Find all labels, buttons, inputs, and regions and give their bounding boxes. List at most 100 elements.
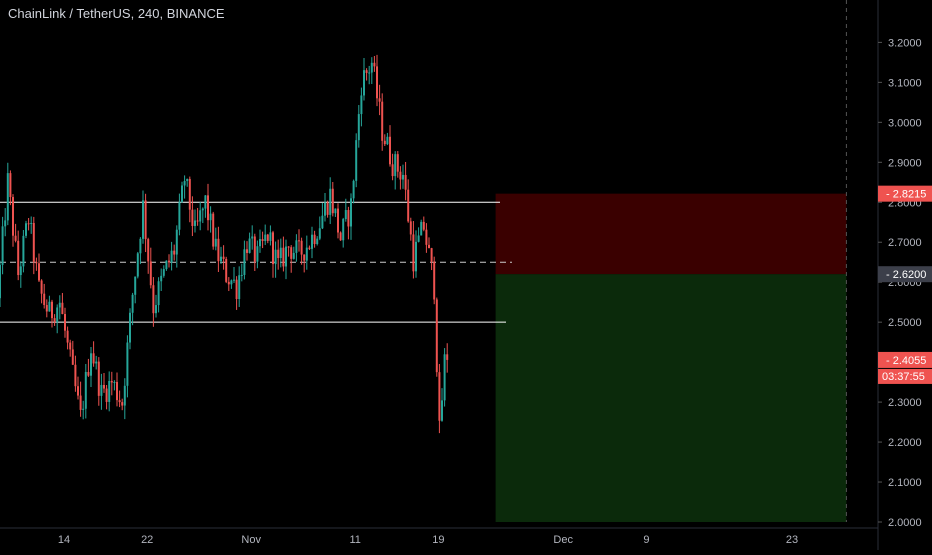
stop-loss-zone[interactable] (495, 193, 847, 275)
candle-body (71, 349, 74, 365)
y-tick-label: 2.5000 (888, 317, 922, 329)
candle-body (121, 402, 124, 406)
candle-body (95, 361, 98, 364)
candle-body (251, 236, 254, 239)
candle-body (212, 213, 215, 247)
candle-body (183, 180, 186, 186)
candle-body (295, 240, 298, 253)
last-price-badge-bg (878, 351, 932, 368)
candle-body (116, 382, 118, 401)
candle-body (381, 101, 384, 141)
candle-body (305, 247, 308, 261)
candle-body (97, 361, 100, 396)
candle-body (194, 220, 196, 226)
candle-body (87, 371, 90, 376)
candle-body (269, 232, 272, 241)
candle-body (222, 256, 225, 259)
stop-price-badge-bg (878, 185, 932, 202)
candle-body (425, 229, 428, 245)
y-tick-label: 2.3000 (888, 397, 922, 409)
entry-price-badge: - 2.6200 (886, 269, 926, 281)
candle-body (178, 202, 181, 230)
candle-body (368, 72, 371, 74)
candle-body (30, 222, 33, 224)
candle-body (113, 382, 116, 384)
candle-body (43, 293, 46, 305)
candle-body (225, 258, 228, 282)
candle-body (256, 246, 259, 262)
candle-body (264, 234, 267, 242)
candle-body (220, 256, 222, 262)
candle-body (53, 318, 56, 323)
candle-body (261, 239, 264, 242)
candle-body (430, 248, 433, 262)
y-tick-label: 2.1000 (888, 477, 922, 489)
candle-body (435, 299, 438, 373)
candle-body (350, 198, 352, 227)
x-tick-label: 14 (58, 534, 70, 546)
candle-body (92, 353, 95, 364)
candle-body (266, 234, 269, 241)
candle-body (274, 249, 277, 265)
candle-body (272, 232, 274, 265)
candle-body (290, 247, 293, 259)
candle-body (66, 330, 69, 343)
candle-body (191, 209, 194, 226)
y-tick-label: 3.0000 (888, 117, 922, 129)
candle-body (238, 275, 241, 300)
candle-body (246, 249, 248, 253)
take-profit-zone[interactable] (495, 274, 847, 522)
x-tick-label: Dec (553, 534, 573, 546)
candle-body (123, 385, 126, 406)
candle-body (19, 266, 22, 276)
candle-body (217, 238, 220, 262)
candle-body (277, 249, 280, 259)
candle-body (292, 252, 295, 259)
candle-body (433, 261, 436, 300)
candle-body (58, 302, 61, 308)
candle-body (56, 307, 59, 323)
candle-body (0, 264, 1, 299)
candle-body (383, 140, 386, 145)
candle-body (365, 70, 368, 73)
candle-body (90, 353, 92, 376)
candle-body (45, 304, 48, 312)
candle-body (25, 223, 27, 236)
candle-body (308, 247, 311, 249)
entry-price-badge-bg (878, 266, 932, 283)
candle-body (420, 221, 423, 236)
candle-body (4, 220, 7, 227)
candle-body (363, 70, 365, 96)
candle-body (35, 261, 38, 264)
candle-body (331, 188, 334, 214)
candle-body (318, 228, 321, 239)
candle-body (152, 285, 155, 314)
y-tick-label: 2.7000 (888, 237, 922, 249)
candle-body (339, 232, 342, 241)
candle-body (399, 171, 402, 180)
candle-body (188, 178, 191, 210)
candle-body (142, 200, 144, 239)
candle-body (27, 223, 30, 225)
candle-body (287, 246, 290, 248)
candle-body (428, 244, 430, 249)
x-tick-label: Nov (241, 534, 261, 546)
candle-body (139, 238, 142, 254)
candle-body (110, 380, 113, 383)
candle-body (108, 380, 111, 402)
candle-body (186, 178, 189, 181)
candle-body (22, 235, 25, 267)
candle-body (149, 261, 152, 286)
candle-body (402, 174, 404, 180)
candle-body (438, 372, 441, 421)
candle-body (391, 164, 394, 177)
candle-body (324, 202, 326, 216)
candle-body (259, 239, 261, 247)
candle-body (378, 98, 381, 102)
x-tick-label: 23 (786, 534, 798, 546)
candle-body (162, 269, 165, 276)
candle-body (376, 66, 378, 99)
candle-body (394, 154, 397, 177)
